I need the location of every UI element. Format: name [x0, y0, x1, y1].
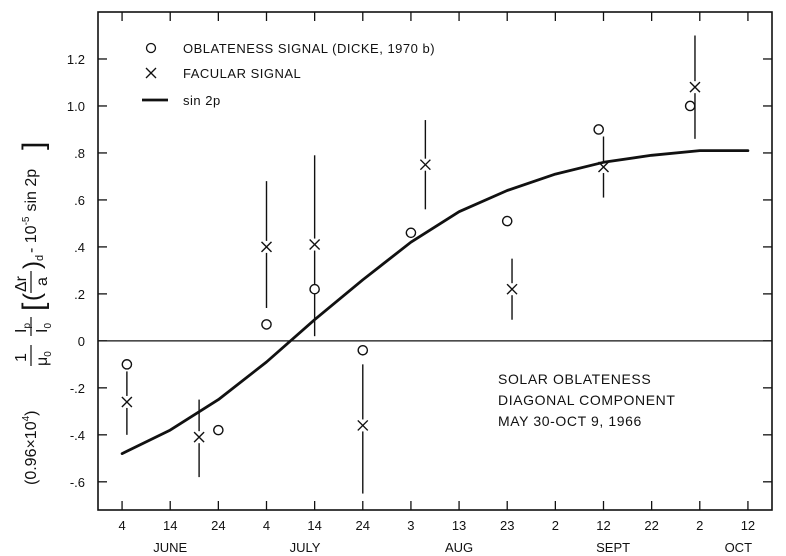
x-tick-label: 23: [500, 518, 514, 533]
y-tick-label: .2: [74, 287, 85, 302]
facular-signal-marker: [261, 241, 272, 253]
facular-x-stroke: [357, 419, 369, 431]
ylabel-bracket-open: [: [17, 302, 50, 311]
x-month-label: JULY: [290, 540, 321, 555]
oblateness-signal-marker: [357, 344, 369, 356]
data-markers: [121, 81, 701, 443]
facular-signal-marker: [357, 419, 369, 431]
annotation-line-2: DIAGONAL COMPONENT: [498, 392, 676, 408]
facular-signal-marker: [689, 81, 701, 93]
oblateness-signal-marker: [593, 124, 604, 135]
x-month-label: AUG: [445, 540, 473, 555]
ylabel-minus-ten: - 10-5sin 2p: [21, 169, 40, 253]
ylabel-a: a: [34, 277, 51, 286]
facular-x-stroke: [689, 81, 701, 93]
legend-x-marker: [145, 67, 157, 79]
ylabel-lead: (0.96×104): [21, 411, 40, 486]
sin-2p-curve: [120, 149, 750, 455]
facular-x-stroke: [121, 396, 133, 408]
x-tick-label: 14: [307, 518, 321, 533]
y-axis-label: (0.96×104) 1 μ0 Ip I0 [ ( Δr a ) d - 10-…: [13, 142, 54, 485]
ylabel-d-sub: d: [34, 255, 46, 261]
facular-signal-marker: [506, 283, 518, 295]
y-tick-label: .8: [74, 146, 85, 161]
legend-label-facular: FACULAR SIGNAL: [183, 66, 301, 81]
facular-x-stroke: [193, 431, 205, 443]
y-tick-label: -.2: [70, 381, 85, 396]
ylabel-delta-r: Δr: [13, 275, 30, 292]
y-tick-label: .4: [74, 240, 85, 255]
facular-signal-marker: [598, 161, 609, 173]
x-tick-label: 22: [644, 518, 658, 533]
x-tick-label: 2: [552, 518, 559, 533]
legend-label-sin: sin 2p: [183, 93, 221, 108]
facular-x-stroke: [309, 239, 321, 251]
facular-x-stroke: [261, 241, 272, 253]
x-tick-label: 12: [741, 518, 755, 533]
x-tick-label: 4: [118, 518, 125, 533]
annotation-line-3: MAY 30-OCT 9, 1966: [498, 413, 642, 429]
y-tick-label: -.4: [70, 428, 85, 443]
y-tick-label: 0: [78, 334, 85, 349]
oblateness-signal-marker: [405, 227, 417, 239]
y-tick-label: -.6: [70, 475, 85, 490]
ylabel-io: I0: [34, 323, 54, 333]
annotation-line-1: SOLAR OBLATENESS: [498, 371, 651, 387]
x-month-label: OCT: [725, 540, 753, 555]
ylabel-mu: μ0: [34, 351, 54, 366]
x-tick-label: 3: [407, 518, 414, 533]
y-tick-label: 1.2: [67, 52, 85, 67]
plot-frame: [97, 11, 773, 511]
legend-label-oblateness: OBLATENESS SIGNAL (DICKE, 1970 b): [183, 41, 435, 56]
facular-signal-marker: [193, 431, 205, 443]
ylabel-paren-close: ): [19, 261, 46, 269]
legend: OBLATENESS SIGNAL (DICKE, 1970 b) FACULA…: [142, 41, 435, 108]
chart-annotation: SOLAR OBLATENESS DIAGONAL COMPONENT MAY …: [498, 371, 676, 429]
ylabel-one: 1: [13, 353, 30, 362]
facular-x-stroke: [598, 161, 609, 173]
legend-circle-marker: [145, 42, 157, 54]
x-tick-label: 2: [696, 518, 703, 533]
x-month-label: SEPT: [596, 540, 630, 555]
oblateness-signal-marker: [501, 215, 513, 227]
error-bars: [126, 35, 696, 494]
x-month-label: JUNE: [153, 540, 187, 555]
x-tick-label: 13: [452, 518, 466, 533]
x-tick-label: 24: [356, 518, 370, 533]
ylabel-ip: Ip: [13, 323, 33, 333]
oblateness-signal-marker: [121, 359, 133, 370]
x-tick-label: 4: [263, 518, 270, 533]
y-tick-label: 1.0: [67, 99, 85, 114]
oblateness-signal-marker: [684, 100, 696, 112]
oblateness-signal-marker: [213, 424, 224, 436]
x-tick-label: 24: [211, 518, 225, 533]
plot-border: [97, 11, 773, 511]
oblateness-signal-marker: [309, 283, 320, 295]
y-tick-label: .6: [74, 193, 85, 208]
facular-x-stroke: [419, 159, 431, 171]
x-tick-label: 14: [163, 518, 177, 533]
ylabel-bracket-close: ]: [17, 142, 50, 150]
sin-curve-layer: [120, 149, 750, 455]
oblateness-signal-marker: [261, 319, 272, 330]
facular-x-stroke: [506, 283, 518, 295]
facular-signal-marker: [121, 396, 133, 408]
facular-signal-marker: [309, 239, 321, 251]
facular-signal-marker: [419, 159, 431, 171]
ylabel-paren-open: (: [19, 293, 46, 301]
x-tick-label: 12: [596, 518, 610, 533]
